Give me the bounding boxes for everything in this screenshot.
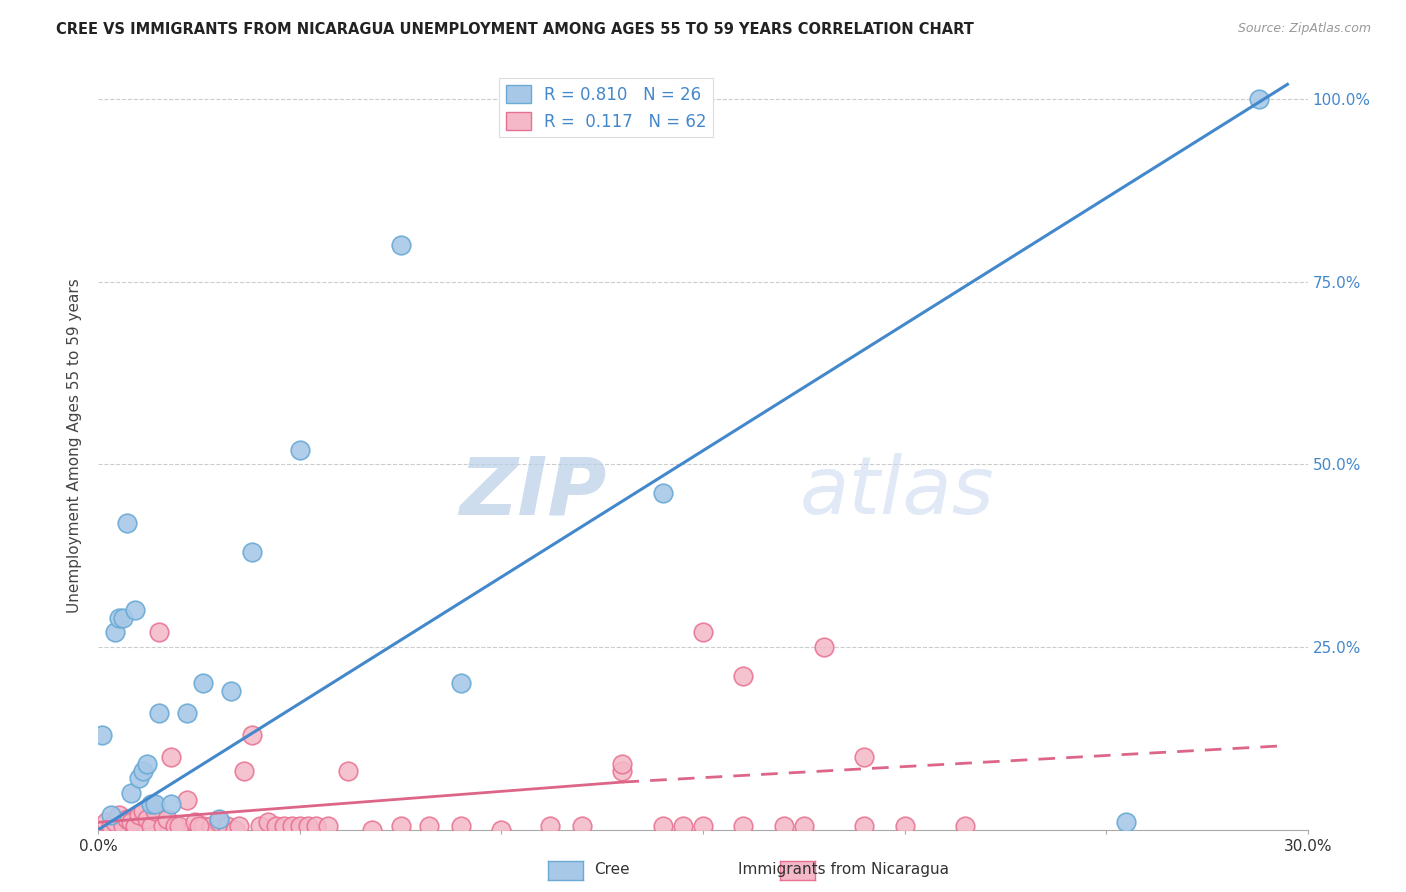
Y-axis label: Unemployment Among Ages 55 to 59 years: Unemployment Among Ages 55 to 59 years — [67, 278, 83, 614]
Point — [103, 815, 125, 830]
Point — [143, 797, 166, 811]
Point — [733, 669, 755, 683]
Point — [111, 610, 134, 624]
Point — [953, 819, 976, 833]
Point — [297, 819, 319, 833]
Point — [651, 486, 673, 500]
Point — [853, 819, 876, 833]
Point — [176, 793, 198, 807]
Point — [160, 749, 183, 764]
Point — [160, 797, 183, 811]
Point — [1115, 815, 1137, 830]
Point — [152, 819, 174, 833]
Legend: R = 0.810   N = 26, R =  0.117   N = 62: R = 0.810 N = 26, R = 0.117 N = 62 — [499, 78, 713, 137]
Point — [337, 764, 360, 778]
Point — [163, 819, 186, 833]
Point — [256, 815, 278, 830]
Point — [120, 815, 142, 830]
Point — [813, 640, 835, 654]
Text: atlas: atlas — [800, 453, 994, 531]
Point — [103, 625, 125, 640]
Point — [100, 808, 122, 822]
Point — [124, 819, 146, 833]
Point — [132, 805, 155, 819]
Point — [107, 808, 129, 822]
Point — [176, 706, 198, 720]
Point — [491, 822, 513, 837]
Point — [692, 625, 714, 640]
Text: Cree: Cree — [593, 863, 630, 877]
Point — [305, 819, 328, 833]
Point — [450, 819, 472, 833]
Point — [249, 819, 271, 833]
Point — [128, 808, 150, 822]
Point — [193, 676, 215, 690]
Point — [143, 805, 166, 819]
Point — [193, 819, 215, 833]
Point — [793, 819, 815, 833]
Point — [124, 603, 146, 617]
Point — [221, 683, 243, 698]
Point — [184, 815, 207, 830]
Point — [281, 819, 304, 833]
Point — [91, 728, 114, 742]
Point — [772, 819, 794, 833]
Point — [651, 819, 673, 833]
Point — [167, 819, 190, 833]
Text: ZIP: ZIP — [458, 453, 606, 531]
Point — [107, 610, 129, 624]
Point — [148, 706, 170, 720]
Point — [612, 764, 634, 778]
Point — [316, 819, 339, 833]
Point — [288, 442, 311, 457]
Point — [111, 819, 134, 833]
Point — [273, 819, 295, 833]
Point — [672, 819, 695, 833]
Point — [139, 797, 162, 811]
Point — [240, 545, 263, 559]
Point — [733, 819, 755, 833]
Point — [853, 749, 876, 764]
Point — [232, 764, 254, 778]
Point — [389, 819, 412, 833]
Point — [538, 819, 561, 833]
Point — [115, 812, 138, 826]
Point — [571, 819, 593, 833]
Point — [188, 819, 211, 833]
Point — [208, 815, 231, 830]
Point — [692, 819, 714, 833]
Text: CREE VS IMMIGRANTS FROM NICARAGUA UNEMPLOYMENT AMONG AGES 55 TO 59 YEARS CORRELA: CREE VS IMMIGRANTS FROM NICARAGUA UNEMPL… — [56, 22, 974, 37]
Point — [893, 819, 915, 833]
Point — [156, 812, 179, 826]
Point — [148, 625, 170, 640]
Point — [100, 819, 122, 833]
Text: Source: ZipAtlas.com: Source: ZipAtlas.com — [1237, 22, 1371, 36]
Point — [200, 819, 222, 833]
Text: Immigrants from Nicaragua: Immigrants from Nicaragua — [738, 863, 949, 877]
Point — [139, 819, 162, 833]
Point — [128, 772, 150, 786]
Point — [389, 238, 412, 252]
Point — [115, 516, 138, 530]
Point — [135, 756, 157, 771]
Point — [240, 728, 263, 742]
Point — [217, 819, 239, 833]
Point — [224, 822, 246, 837]
Point — [612, 756, 634, 771]
Point — [288, 819, 311, 833]
Point — [135, 812, 157, 826]
Point — [1249, 92, 1271, 106]
Point — [418, 819, 440, 833]
Point — [264, 819, 287, 833]
Point — [120, 786, 142, 800]
Point — [228, 819, 250, 833]
Point — [96, 815, 118, 830]
Point — [450, 676, 472, 690]
Point — [208, 812, 231, 826]
Point — [132, 764, 155, 778]
Point — [361, 822, 384, 837]
